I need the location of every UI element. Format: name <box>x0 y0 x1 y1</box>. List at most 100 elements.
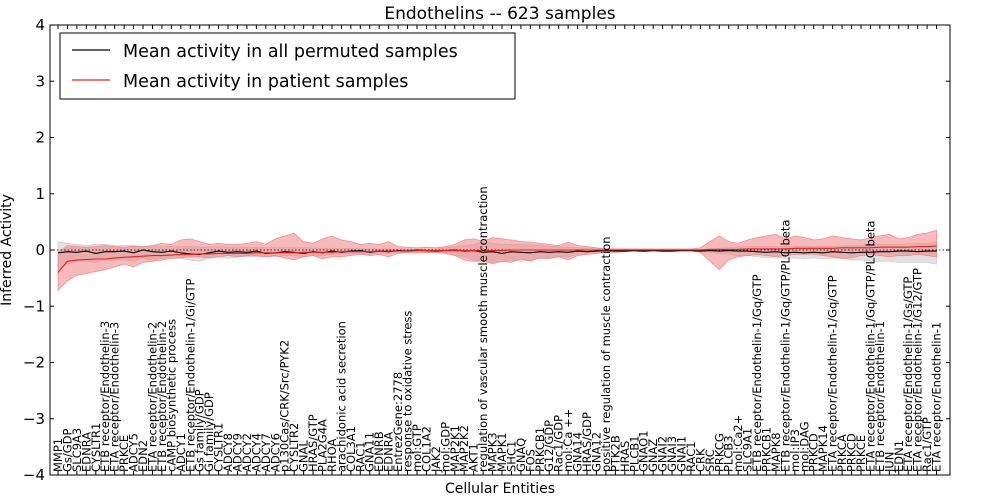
y-axis-label: Inferred Activity <box>0 194 15 306</box>
y-tick-label: 2 <box>35 129 45 147</box>
x-tick-label: SLC9A3 <box>70 428 84 472</box>
x-tick-label: ETB receptor/Endothelin-1 <box>873 321 887 472</box>
x-tick-label: ETA receptor/Endothelin-1/Gq/GTP/PLC bet… <box>863 221 877 472</box>
x-tick-label: GNAI1 <box>675 436 689 472</box>
x-tick-label: G12/GDP <box>542 420 556 472</box>
x-tick-label: RAC1 <box>353 441 367 472</box>
x-tick-label: cAMP biosynthetic process <box>164 319 178 472</box>
x-tick-label: MAP2K1 <box>448 425 462 472</box>
x-tick-label: PLCB3 <box>722 435 736 472</box>
x-tick-label: EDNRA <box>382 432 396 472</box>
x-tick-label: RAC1 <box>684 441 698 472</box>
x-tick-label: HRAS/GDP <box>580 412 594 472</box>
x-tick-label: SRC <box>703 449 717 472</box>
x-tick-label: p130Cas/CRK/Src/PYK2 <box>278 340 292 472</box>
x-tick-label: CYSLTR1 <box>89 423 103 472</box>
x-tick-label: EDNRA <box>79 432 93 472</box>
x-tick-label: Rac1/GDP <box>552 415 566 472</box>
x-tick-label: mol:DAG <box>797 421 811 472</box>
x-tick-label: GNA14 <box>571 432 585 472</box>
x-tick-label: GNAL <box>297 440 311 472</box>
x-tick-label: Gi family/GDP <box>202 392 216 472</box>
chart-title: Endothelins -- 623 samples <box>384 4 615 24</box>
x-tick-label: MAPK1 <box>495 432 509 472</box>
x-tick-label: Rac1/GTP <box>920 417 934 472</box>
x-tick-label: ETA receptor/Endothelin-1/Gq/GTP <box>826 275 840 472</box>
x-tick-label: PRKCD <box>807 433 821 472</box>
patient-mean-line <box>57 245 937 273</box>
x-tick-label: GNAZ <box>646 439 660 472</box>
x-tick-label: AKT1 <box>467 443 481 472</box>
x-tick-label: GNA11 <box>363 432 377 472</box>
x-tick-label: COL3A1 <box>344 426 358 472</box>
x-tick-label: GNAO1 <box>637 430 651 472</box>
y-tick-label: 1 <box>35 185 45 203</box>
x-tick-label: PRKCB1 <box>533 427 547 472</box>
x-tick-label: ADCY8 <box>221 433 235 472</box>
x-tick-label: mol:IP3 <box>788 429 802 472</box>
x-tick-label: CRK <box>693 448 707 472</box>
x-tick-label: ADCY7 <box>259 433 273 472</box>
x-tick-label: regulation of vascular smooth muscle con… <box>476 186 490 472</box>
y-axis: −4 −3 −2 −1 0 1 2 3 4 <box>23 16 950 484</box>
x-tick-label: mol:GTP <box>410 424 424 472</box>
x-tick-label: PRKCG <box>712 433 726 472</box>
x-tick-label: MAP2K2 <box>457 425 471 472</box>
x-tick-label: positive regulation of muscle contractio… <box>599 236 613 472</box>
y-tick-label: 4 <box>35 16 45 34</box>
legend: Mean activity in all permuted samples Me… <box>59 32 516 100</box>
x-tick-label: EDN1 <box>892 440 906 472</box>
x-tick-label: ADCY9 <box>231 433 245 472</box>
x-tick-label: ETB receptor/Endothelin-1/Gi/GTP <box>183 278 197 472</box>
x-tick-label: GNA12 <box>590 432 604 472</box>
y-tick-label: −1 <box>23 297 45 315</box>
x-tick-label: PRKCE <box>854 435 868 472</box>
x-tick-label: ETB receptor/Endothelin-3 <box>98 321 112 472</box>
x-tick-label: ADCY6 <box>268 433 282 472</box>
x-tick-label: HRAS <box>618 441 632 472</box>
y-tick-label: −2 <box>23 354 45 372</box>
x-tick-label: ETA receptor/Endothelin-1 <box>930 322 944 472</box>
x-tick-label: GNAQ <box>514 438 528 472</box>
x-tick-label: ETA receptor/Endothelin-1/G12/GTP <box>911 268 925 472</box>
y-tick-label: −3 <box>23 410 45 428</box>
x-tick-label: mol:GDP <box>438 422 452 472</box>
legend-label-permuted: Mean activity in all permuted samples <box>123 42 458 62</box>
x-tick-label: ETA receptor/Endothelin-1/Gs/GTP <box>901 277 915 472</box>
x-tick-label: PRKCD <box>845 433 859 472</box>
x-tick-label: SLC9A1 <box>741 428 755 472</box>
x-tick-label: EDNRB <box>372 431 386 472</box>
x-tick-label: ETB receptor/Endothelin-1/Gq/GTP <box>750 274 764 472</box>
x-tick-label: FOS <box>523 449 537 472</box>
x-tick-label: Gs/GDP <box>60 428 74 472</box>
x-tick-label: arachidonic acid secretion <box>334 321 348 472</box>
x-tick-label: MAPK14 <box>816 425 830 472</box>
x-tick-label: ETB receptor/Endothelin-2 <box>155 321 169 472</box>
x-tick-label: EntrezGene:2778 <box>391 372 405 472</box>
x-axis-label: Cellular Entities <box>445 481 555 497</box>
x-tick-label: ADCY4 <box>249 433 263 472</box>
plot-frame <box>49 24 951 476</box>
x-tick-label: ETA receptor/Endothelin-2 <box>146 322 160 472</box>
x-tick-label: mol:Ca2+ <box>731 415 745 472</box>
x-tick-label: PRKCA <box>835 434 849 472</box>
x-tick-label: MAPK3 <box>486 432 500 472</box>
x-tick-label: COL1A2 <box>419 426 433 472</box>
plot-area <box>50 229 950 292</box>
x-tick-label: CYSLTR1 <box>212 423 226 472</box>
x-tick-label: MMP1 <box>51 438 65 472</box>
x-tick-label: ETA receptor/Endothelin-3 <box>108 322 122 472</box>
x-tick-label: ADCY2 <box>240 433 254 472</box>
x-tick-label: Gs family/GDP <box>193 389 207 472</box>
y-tick-label: −4 <box>23 466 45 484</box>
x-tick-label: RHOA <box>325 439 339 472</box>
x-tick-label: ETB receptor/Endothelin-1/Gq/GTP/PLC bet… <box>778 220 792 472</box>
x-tick-label: mol:Ca ++ <box>561 409 575 472</box>
x-tick-label: PLA2G4A <box>316 419 330 472</box>
x-tick-label: PRKCB1 <box>760 427 774 472</box>
x-tick-label: HRAS/GTP <box>306 414 320 472</box>
x-tick-label: PLCB1 <box>627 435 641 472</box>
x-tick-label: GNAI3 <box>665 436 679 472</box>
x-tick-label: JUN <box>882 452 896 473</box>
